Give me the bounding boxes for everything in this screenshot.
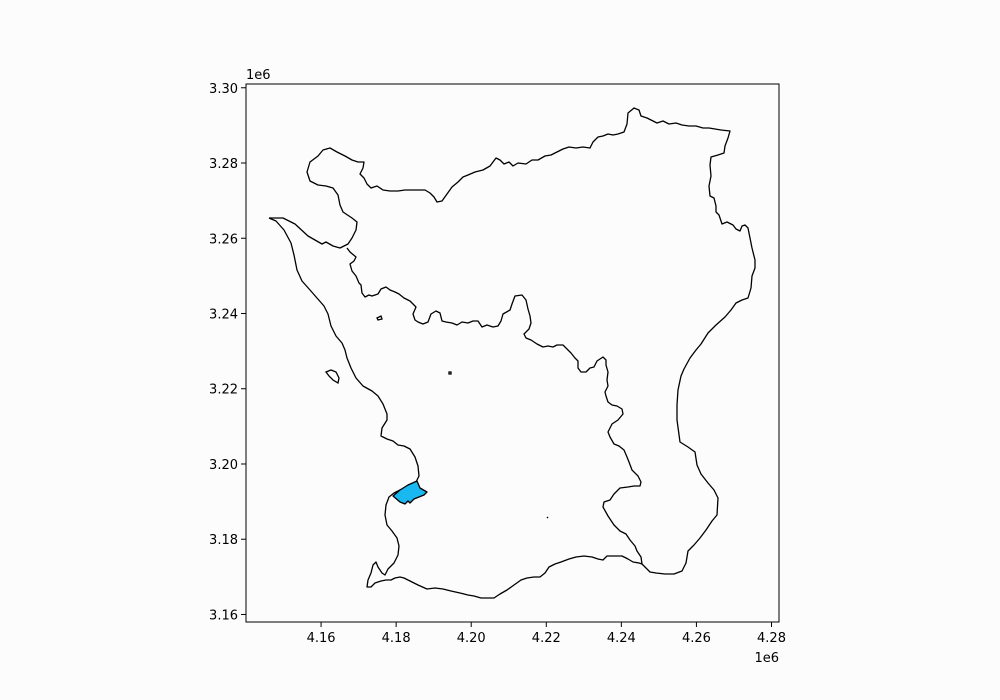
y-tick-label: 3.20	[209, 458, 238, 473]
axes-background	[246, 84, 779, 622]
y-axis: 3.16 3.18 3.20 3.22 3.24 3.26 3.28 3.30	[209, 82, 246, 623]
y-offset-label: 1e6	[246, 68, 271, 83]
y-tick-label: 3.24	[209, 307, 238, 322]
y-tick-label: 3.16	[209, 608, 238, 623]
y-tick-label: 3.18	[209, 533, 238, 548]
islet-south	[546, 516, 549, 519]
x-tick-label: 4.26	[682, 631, 711, 646]
x-tick-label: 4.24	[607, 631, 636, 646]
islet-center	[448, 371, 452, 375]
islet-north	[376, 315, 383, 321]
x-tick-label: 4.18	[382, 631, 411, 646]
x-offset-label: 1e6	[754, 651, 779, 666]
highlighted-area	[392, 480, 428, 505]
x-tick-label: 4.20	[457, 631, 486, 646]
x-tick-label: 4.28	[757, 631, 786, 646]
coastline-west	[268, 217, 643, 599]
x-axis: 4.16 4.18 4.20 4.22 4.24 4.26 4.28	[307, 622, 786, 646]
x-tick-label: 4.22	[532, 631, 561, 646]
y-tick-label: 3.28	[209, 157, 238, 172]
y-tick-label: 3.30	[209, 82, 238, 97]
axes-frame	[245, 83, 780, 623]
region-outline	[269, 107, 756, 575]
island-west	[324, 369, 340, 385]
y-tick-label: 3.22	[209, 383, 238, 398]
y-tick-label: 3.26	[209, 232, 238, 247]
x-tick-label: 4.16	[307, 631, 336, 646]
